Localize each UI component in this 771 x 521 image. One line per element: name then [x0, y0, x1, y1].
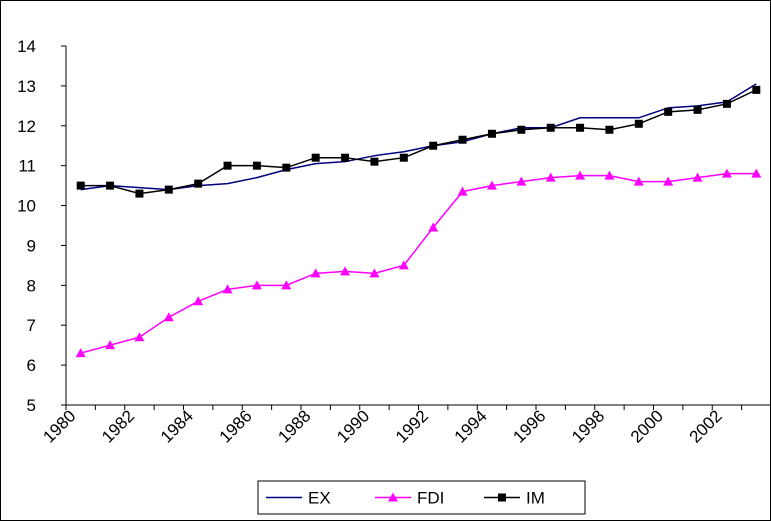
series-line: [80, 83, 757, 191]
data-point: [545, 172, 556, 182]
data-point: [310, 268, 321, 278]
data-point: [663, 176, 674, 186]
data-point: [222, 284, 233, 294]
data-point: [576, 123, 585, 132]
data-point: [75, 348, 86, 358]
data-point: [458, 135, 467, 144]
data-point: [163, 312, 174, 322]
data-point: [692, 172, 703, 182]
data-point: [693, 105, 702, 114]
data-point: [282, 163, 291, 172]
data-point: [752, 85, 761, 94]
data-point: [634, 119, 643, 128]
data-point: [399, 153, 408, 162]
data-point: [311, 153, 320, 162]
y-tick-label: 9: [27, 236, 36, 255]
data-point: [575, 170, 586, 180]
data-point: [516, 176, 527, 186]
data-point: [398, 260, 409, 270]
y-tick-label: 13: [17, 77, 36, 96]
legend-label: EX: [308, 489, 331, 508]
data-point: [428, 222, 439, 232]
data-point: [105, 340, 116, 350]
y-tick-label: 10: [17, 197, 36, 216]
data-point: [76, 181, 85, 190]
series-line: [80, 172, 757, 354]
data-point: [457, 186, 468, 196]
data-point: [252, 161, 261, 170]
legend-box: [257, 480, 586, 515]
legend-label: IM: [526, 489, 545, 508]
data-point: [106, 181, 115, 190]
y-tick-label: 7: [27, 316, 36, 335]
data-point: [486, 180, 497, 190]
data-point: [751, 168, 762, 178]
data-point: [164, 185, 173, 194]
y-tick-label: 12: [17, 117, 36, 136]
data-point: [664, 107, 673, 116]
series-line: [80, 89, 757, 195]
legend-marker: [498, 493, 506, 502]
data-point: [281, 280, 292, 290]
y-tick-label: 5: [27, 396, 36, 415]
data-point: [721, 168, 732, 178]
y-tick-label: 8: [27, 276, 36, 295]
data-point: [429, 141, 438, 150]
data-point: [341, 153, 350, 162]
data-point: [487, 129, 496, 138]
data-point: [722, 99, 731, 108]
data-point: [194, 179, 203, 188]
y-tick-label: 6: [27, 356, 36, 375]
y-tick-label: 14: [17, 37, 36, 56]
data-point: [604, 170, 615, 180]
data-point: [134, 332, 145, 342]
data-point: [633, 176, 644, 186]
legend-marker: [388, 492, 398, 502]
data-point: [369, 268, 380, 278]
y-tick-label: 11: [18, 157, 36, 176]
data-point: [340, 266, 351, 276]
data-point: [517, 125, 526, 134]
data-point: [370, 157, 379, 166]
legend-label: FDI: [417, 489, 444, 508]
data-point: [546, 123, 555, 132]
data-point: [251, 280, 262, 290]
data-point: [223, 161, 232, 170]
data-point: [135, 189, 144, 198]
data-point: [605, 125, 614, 134]
data-point: [193, 296, 204, 306]
